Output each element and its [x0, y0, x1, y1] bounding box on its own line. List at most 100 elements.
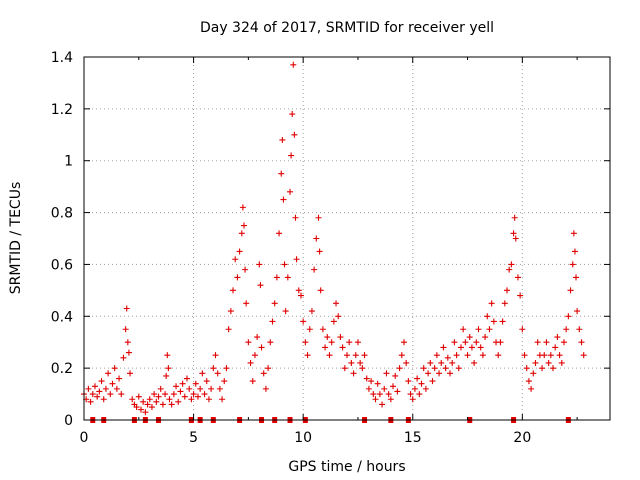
x-tick-label: 20 — [513, 430, 531, 446]
data-point — [240, 222, 247, 229]
data-point — [468, 344, 475, 351]
data-point — [460, 326, 467, 333]
y-tick-label: 0.6 — [51, 257, 73, 273]
data-point — [545, 359, 552, 366]
data-point — [116, 375, 123, 382]
data-point — [418, 380, 425, 387]
data-point — [257, 282, 264, 289]
data-point — [223, 365, 230, 372]
data-point — [462, 339, 469, 346]
data-point — [479, 352, 486, 359]
data-point — [269, 318, 276, 325]
data-point — [316, 248, 323, 255]
y-tick-label: 1 — [64, 154, 73, 170]
data-point — [144, 401, 151, 408]
data-point — [135, 393, 142, 400]
data-point — [295, 287, 302, 294]
data-point — [319, 326, 326, 333]
data-point — [528, 385, 535, 392]
data-point — [278, 170, 285, 177]
data-point — [344, 352, 350, 359]
data-point — [387, 396, 394, 403]
data-point — [192, 380, 199, 387]
data-point — [361, 352, 368, 359]
data-point — [554, 334, 561, 341]
data-point — [374, 380, 381, 387]
data-point — [276, 230, 283, 237]
data-point — [291, 131, 298, 138]
data-point — [486, 326, 493, 333]
data-point — [247, 359, 254, 366]
data-point — [197, 385, 204, 392]
chart-title: Day 324 of 2017, SRMTID for receiver yel… — [200, 20, 494, 36]
data-point — [363, 375, 370, 382]
y-tick-label: 0 — [64, 413, 73, 429]
data-point — [433, 352, 440, 359]
data-point — [282, 308, 289, 315]
data-point — [179, 380, 186, 387]
data-point — [495, 352, 502, 359]
data-point — [175, 398, 182, 405]
data-point — [512, 235, 519, 242]
data-point — [146, 396, 153, 403]
data-point — [453, 352, 460, 359]
data-point — [394, 388, 401, 395]
data-point — [523, 365, 530, 372]
data-point — [256, 261, 263, 268]
plot-frame — [83, 56, 611, 421]
data-point — [567, 287, 574, 294]
data-point — [315, 214, 322, 221]
data-point — [287, 188, 294, 195]
x-tick-label: 10 — [294, 430, 312, 446]
data-point — [300, 318, 307, 325]
data-point — [304, 352, 311, 359]
data-point — [405, 378, 412, 385]
data-point — [311, 266, 318, 273]
data-point — [260, 370, 267, 377]
data-point — [289, 111, 296, 118]
data-point — [571, 248, 578, 255]
data-point — [488, 300, 495, 307]
data-point — [89, 391, 96, 398]
data-point — [170, 391, 177, 398]
data-point — [368, 378, 375, 385]
x-tick-label: 0 — [80, 430, 89, 446]
data-point — [411, 385, 418, 392]
data-point — [543, 339, 550, 346]
data-point — [243, 300, 250, 307]
data-point — [501, 300, 508, 307]
data-point — [165, 365, 172, 372]
data-point — [414, 375, 421, 382]
data-point — [573, 274, 580, 281]
data-point — [109, 380, 116, 387]
data-point — [324, 334, 331, 341]
data-point — [337, 334, 344, 341]
data-point — [451, 339, 458, 346]
data-point — [569, 261, 576, 268]
data-point — [525, 378, 532, 385]
data-point — [249, 378, 256, 385]
data-point — [153, 398, 160, 405]
data-point — [440, 344, 447, 351]
data-point — [532, 359, 539, 366]
data-point — [442, 365, 449, 372]
data-point — [122, 326, 129, 333]
data-point — [385, 391, 392, 398]
data-point — [140, 398, 147, 405]
data-point — [574, 308, 581, 315]
data-point — [560, 339, 567, 346]
data-point — [407, 391, 414, 398]
data-point — [201, 391, 208, 398]
data-point — [105, 370, 112, 377]
data-point — [511, 214, 518, 221]
data-point — [85, 385, 92, 392]
data-point — [372, 396, 379, 403]
data-point — [177, 388, 184, 395]
data-points — [81, 61, 587, 416]
data-point — [284, 274, 291, 281]
data-point — [477, 344, 484, 351]
data-point — [113, 385, 120, 392]
data-point — [203, 378, 210, 385]
y-tick-label: 0.2 — [51, 361, 73, 377]
data-point — [449, 359, 456, 366]
